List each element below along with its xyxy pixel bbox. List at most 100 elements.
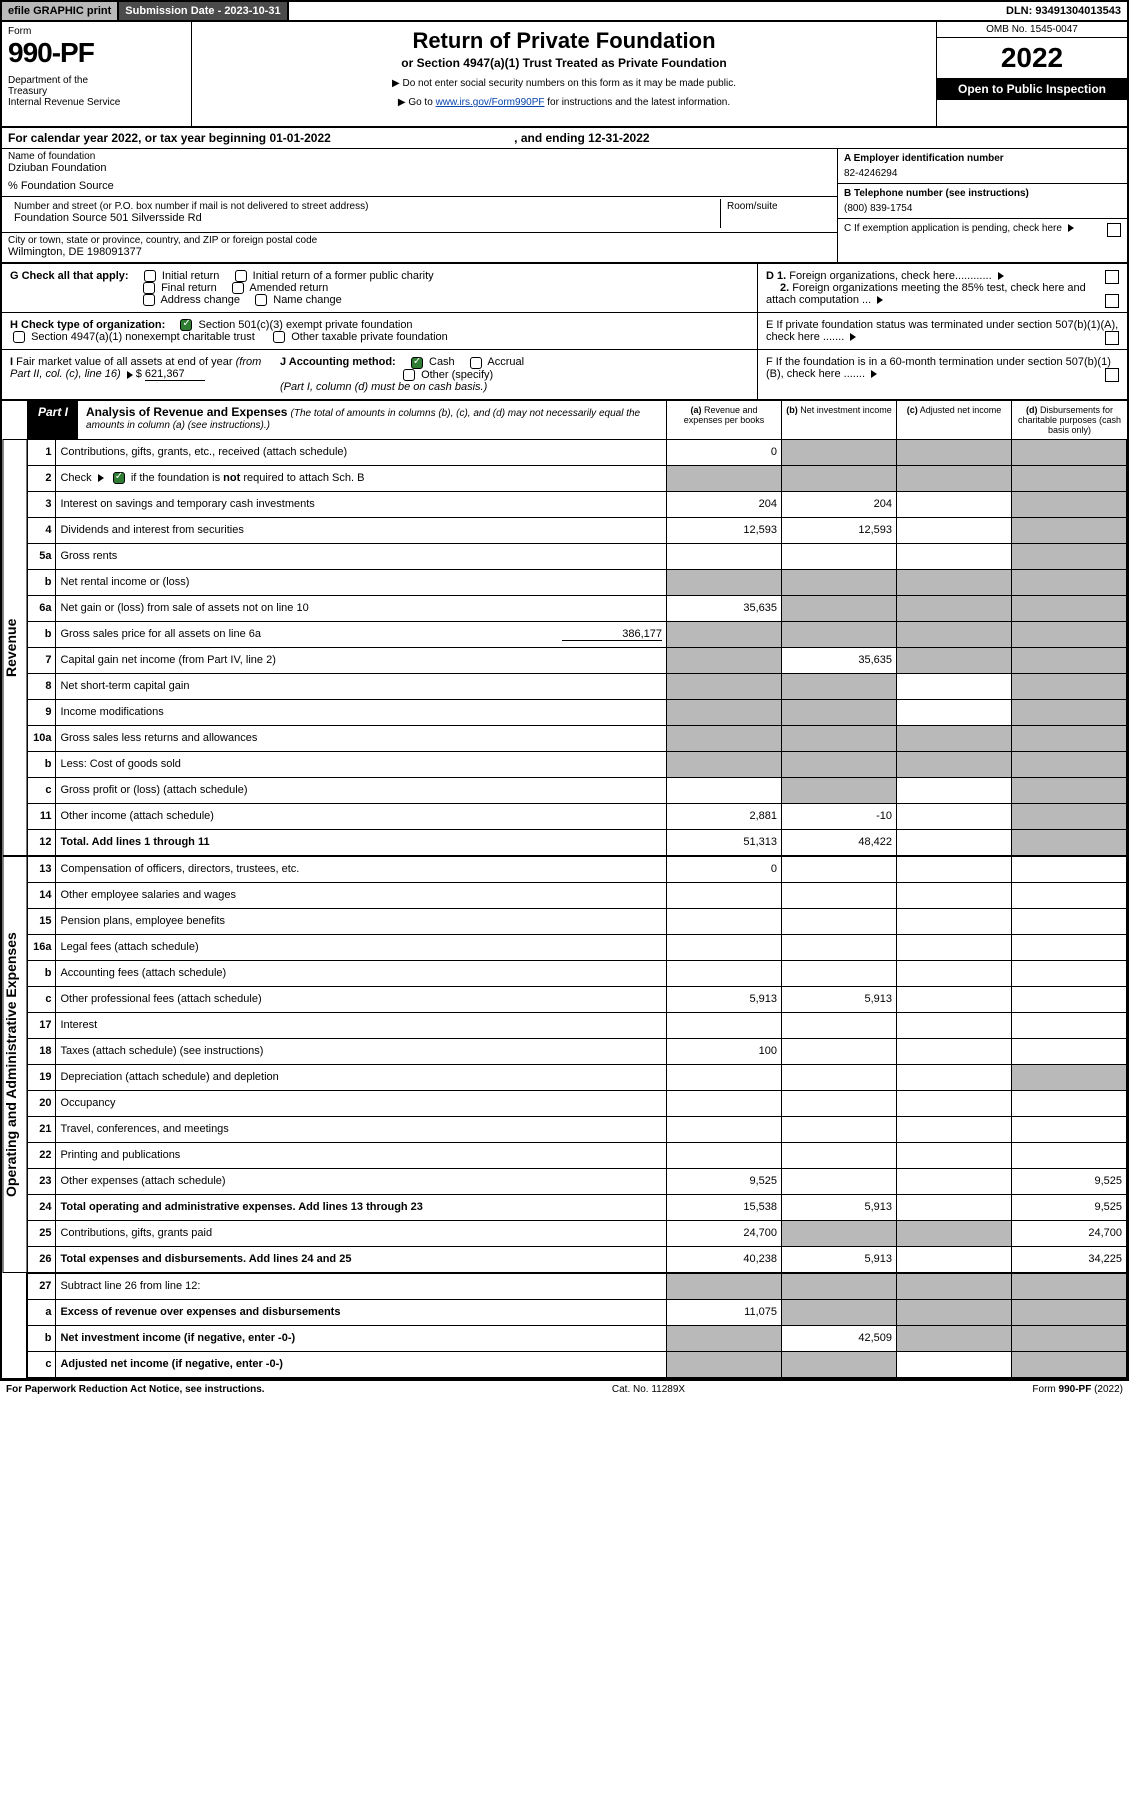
care-of: % Foundation Source	[8, 180, 831, 192]
d2-label: Foreign organizations meeting the 85% te…	[766, 282, 1086, 306]
form-label: Form	[8, 26, 185, 37]
table-row: 6aNet gain or (loss) from sale of assets…	[28, 595, 1127, 621]
revenue-table: 1Contributions, gifts, grants, etc., rec…	[27, 439, 1127, 856]
table-row: 26Total expenses and disbursements. Add …	[28, 1246, 1127, 1272]
open-inspection: Open to Public Inspection	[937, 78, 1127, 100]
table-row: bGross sales price for all assets on lin…	[28, 621, 1127, 647]
table-row: 3Interest on savings and temporary cash …	[28, 491, 1127, 517]
table-row: 17Interest	[28, 1012, 1127, 1038]
expenses-sidelabel: Operating and Administrative Expenses	[2, 856, 27, 1273]
instr-1: ▶ Do not enter social security numbers o…	[212, 78, 916, 89]
name-label: Name of foundation	[8, 151, 831, 162]
d2-checkbox[interactable]	[1105, 294, 1119, 308]
j-other-checkbox[interactable]	[403, 369, 415, 381]
identity-block: Name of foundation Dziuban Foundation % …	[0, 149, 1129, 264]
address-value: Foundation Source 501 Silversside Rd	[14, 212, 714, 224]
foundation-name: Dziuban Foundation	[8, 162, 831, 174]
table-row: 9Income modifications	[28, 699, 1127, 725]
col-b-header: (b) Net investment income	[782, 401, 897, 439]
table-row: 4Dividends and interest from securities1…	[28, 517, 1127, 543]
part-i-title: Analysis of Revenue and Expenses	[86, 405, 287, 419]
table-row: 21Travel, conferences, and meetings	[28, 1116, 1127, 1142]
form-subtitle: or Section 4947(a)(1) Trust Treated as P…	[212, 56, 916, 70]
table-row: 16aLegal fees (attach schedule)	[28, 934, 1127, 960]
g-amended-checkbox[interactable]	[232, 282, 244, 294]
checks-block: G Check all that apply: Initial return I…	[0, 264, 1129, 401]
footer-left: For Paperwork Reduction Act Notice, see …	[6, 1384, 265, 1395]
table-row: 23Other expenses (attach schedule)9,5259…	[28, 1168, 1127, 1194]
col-d-header: (d) Disbursements for charitable purpose…	[1012, 401, 1127, 439]
table-row: cAdjusted net income (if negative, enter…	[28, 1351, 1127, 1377]
table-row: cOther professional fees (attach schedul…	[28, 986, 1127, 1012]
j-cash-checkbox[interactable]	[411, 357, 423, 369]
phone-value: (800) 839-1754	[844, 203, 1121, 214]
table-row: 20Occupancy	[28, 1090, 1127, 1116]
h-other-taxable-checkbox[interactable]	[273, 331, 285, 343]
table-row: bAccounting fees (attach schedule)	[28, 960, 1127, 986]
d1-label: Foreign organizations, check here.......…	[789, 270, 991, 282]
table-row: bNet rental income or (loss)	[28, 569, 1127, 595]
g-initial-former-checkbox[interactable]	[235, 270, 247, 282]
table-row: 22Printing and publications	[28, 1142, 1127, 1168]
form-title: Return of Private Foundation	[212, 28, 916, 54]
table-row: 12Total. Add lines 1 through 1151,31348,…	[28, 829, 1127, 855]
arrow-icon	[871, 370, 877, 378]
fmv-value: 621,367	[145, 368, 205, 381]
i-label: Fair market value of all assets at end o…	[10, 356, 261, 380]
g-final-return-checkbox[interactable]	[143, 282, 155, 294]
j-note: (Part I, column (d) must be on cash basi…	[280, 381, 487, 393]
h-4947-checkbox[interactable]	[13, 331, 25, 343]
efile-label[interactable]: efile GRAPHIC print	[2, 2, 119, 20]
table-row: 1Contributions, gifts, grants, etc., rec…	[28, 439, 1127, 465]
form-number: 990-PF	[8, 37, 185, 69]
expenses-section: Operating and Administrative Expenses 13…	[0, 856, 1129, 1273]
table-row: 24Total operating and administrative exp…	[28, 1194, 1127, 1220]
h-501c3-checkbox[interactable]	[180, 319, 192, 331]
omb-number: OMB No. 1545-0047	[937, 22, 1127, 38]
ein-value: 82-4246294	[844, 168, 1121, 179]
instr-2: ▶ Go to www.irs.gov/Form990PF for instru…	[212, 97, 916, 108]
top-bar: efile GRAPHIC print Submission Date - 20…	[0, 0, 1129, 22]
table-row: 27Subtract line 26 from line 12:	[28, 1273, 1127, 1299]
f-checkbox[interactable]	[1105, 368, 1119, 382]
arrow-icon	[998, 272, 1004, 280]
g-address-change-checkbox[interactable]	[143, 294, 155, 306]
irs-link[interactable]: www.irs.gov/Form990PF	[436, 97, 545, 108]
table-row: 14Other employee salaries and wages	[28, 882, 1127, 908]
table-row: 15Pension plans, employee benefits	[28, 908, 1127, 934]
table-row: 13Compensation of officers, directors, t…	[28, 856, 1127, 882]
e-label: E If private foundation status was termi…	[766, 319, 1118, 343]
col-c-header: (c) Adjusted net income	[897, 401, 1012, 439]
table-row: bNet investment income (if negative, ent…	[28, 1325, 1127, 1351]
dept-treasury: Department of theTreasuryInternal Revenu…	[8, 75, 185, 108]
table-row: 11Other income (attach schedule)2,881-10	[28, 803, 1127, 829]
sch-b-checkbox[interactable]	[113, 472, 125, 484]
ein-label: A Employer identification number	[844, 153, 1004, 164]
line27-section: 27Subtract line 26 from line 12: aExcess…	[0, 1273, 1129, 1380]
g-name-change-checkbox[interactable]	[255, 294, 267, 306]
d1-checkbox[interactable]	[1105, 270, 1119, 284]
exemption-checkbox[interactable]	[1107, 223, 1121, 237]
revenue-section: Revenue 1Contributions, gifts, grants, e…	[0, 439, 1129, 856]
table-row: 5aGross rents	[28, 543, 1127, 569]
j-accrual-checkbox[interactable]	[470, 357, 482, 369]
page-footer: For Paperwork Reduction Act Notice, see …	[0, 1380, 1129, 1398]
f-label: F If the foundation is in a 60-month ter…	[766, 356, 1111, 380]
arrow-icon	[850, 333, 856, 341]
table-row: 2Check if the foundation is not required…	[28, 465, 1127, 491]
calendar-year-row: For calendar year 2022, or tax year begi…	[0, 128, 1129, 149]
table-row: 7Capital gain net income (from Part IV, …	[28, 647, 1127, 673]
g-initial-return-checkbox[interactable]	[144, 270, 156, 282]
table-row: aExcess of revenue over expenses and dis…	[28, 1299, 1127, 1325]
expenses-table: 13Compensation of officers, directors, t…	[27, 856, 1127, 1273]
arrow-icon	[127, 371, 133, 379]
table-row: 25Contributions, gifts, grants paid24,70…	[28, 1220, 1127, 1246]
g-label: G Check all that apply:	[10, 270, 129, 282]
table-row: 19Depreciation (attach schedule) and dep…	[28, 1064, 1127, 1090]
line27-table: 27Subtract line 26 from line 12: aExcess…	[27, 1273, 1127, 1378]
table-row: 18Taxes (attach schedule) (see instructi…	[28, 1038, 1127, 1064]
e-checkbox[interactable]	[1105, 331, 1119, 345]
j-label: J Accounting method:	[280, 356, 396, 368]
room-label: Room/suite	[721, 199, 831, 228]
form-header: Form 990-PF Department of theTreasuryInt…	[0, 22, 1129, 128]
